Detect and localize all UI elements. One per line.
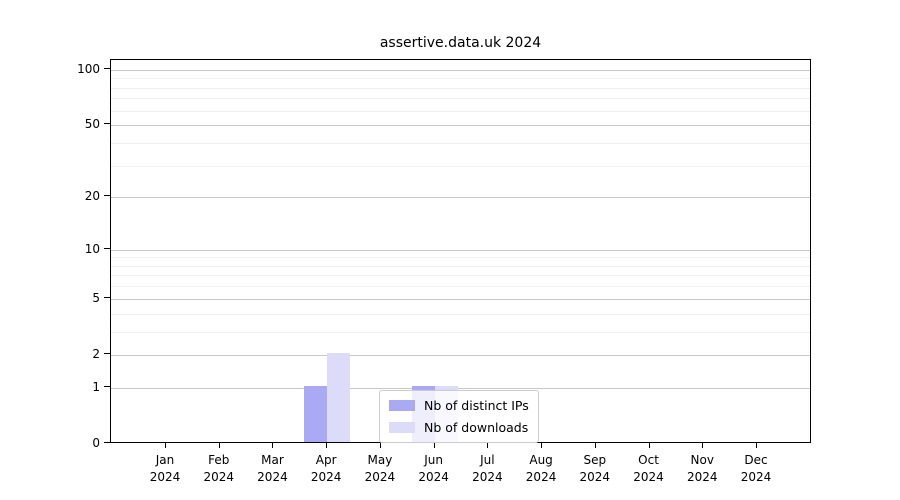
- x-tick-label: Mar 2024: [257, 453, 288, 484]
- gridline-minor: [111, 275, 810, 277]
- x-tick-label: Oct 2024: [633, 453, 664, 484]
- legend-label-downloads: Nb of downloads: [424, 420, 529, 435]
- x-tickmark: [541, 443, 543, 448]
- y-tick-label: 50: [84, 117, 100, 132]
- y-tickmark: [104, 67, 110, 69]
- gridline-minor: [111, 142, 810, 144]
- x-tickmark: [702, 443, 704, 448]
- x-tick-label: Sep 2024: [579, 453, 611, 484]
- y-tick-label: 1: [92, 379, 100, 394]
- x-tickmark: [594, 443, 596, 448]
- y-tickmark: [104, 442, 110, 443]
- gridline-minor: [111, 110, 810, 112]
- x-tick-label: Jan 2024: [149, 453, 181, 484]
- gridline-major: [111, 354, 810, 356]
- y-tickmark: [104, 247, 110, 249]
- bar-downloads: [327, 352, 351, 442]
- gridline-minor: [111, 313, 810, 315]
- x-tickmark: [272, 443, 274, 448]
- legend: Nb of distinct IPs Nb of downloads: [379, 390, 539, 443]
- x-tickmark: [326, 443, 328, 448]
- x-tickmark: [218, 443, 220, 448]
- x-tickmark: [379, 443, 381, 448]
- x-tickmark: [756, 443, 757, 448]
- x-tickmark: [165, 443, 166, 448]
- gridline-major: [111, 298, 810, 300]
- gridline-minor: [111, 78, 810, 80]
- gridline-major: [111, 387, 810, 389]
- y-tick-label: 10: [84, 241, 100, 256]
- plot-area: Nb of distinct IPs Nb of downloads: [110, 59, 811, 443]
- x-tick-label: Aug 2024: [525, 453, 557, 484]
- gridline-minor: [111, 265, 810, 267]
- bar-distinct-ips: [304, 385, 328, 442]
- gridline-minor: [111, 98, 810, 100]
- y-tickmark: [104, 195, 110, 197]
- legend-item-distinct-ips: Nb of distinct IPs: [389, 398, 529, 413]
- x-tick-label: Jul 2024: [472, 453, 503, 484]
- chart-title: assertive.data.uk 2024: [379, 35, 542, 51]
- x-tick-label: Nov 2024: [686, 453, 718, 484]
- y-tickmark: [104, 123, 110, 125]
- gridline-minor: [111, 286, 810, 288]
- y-tickmark: [104, 352, 110, 354]
- x-tick-label: Dec 2024: [740, 453, 772, 484]
- y-tickmark: [104, 296, 110, 298]
- y-tick-label: 100: [77, 61, 100, 76]
- gridline-major: [111, 249, 810, 251]
- y-tick-label: 20: [84, 189, 100, 204]
- legend-label-distinct-ips: Nb of distinct IPs: [424, 398, 529, 413]
- legend-swatch-downloads: [389, 422, 415, 433]
- x-tick-label: Feb 2024: [203, 453, 234, 484]
- x-tick-label: Jun 2024: [418, 453, 449, 484]
- legend-item-downloads: Nb of downloads: [389, 420, 529, 435]
- gridline-major: [111, 125, 810, 127]
- x-tick-label: Apr 2024: [310, 453, 342, 484]
- x-tick-label: May 2024: [364, 453, 396, 484]
- legend-swatch-distinct-ips: [389, 400, 415, 411]
- gridline-major: [111, 197, 810, 199]
- y-tick-label: 0: [92, 436, 100, 450]
- x-tickmark: [648, 443, 650, 448]
- y-tick-label: 2: [92, 346, 100, 361]
- x-tickmark: [433, 443, 435, 448]
- y-tick-label: 5: [92, 290, 100, 305]
- gridline-minor: [111, 331, 810, 333]
- gridline-minor: [111, 87, 810, 89]
- gridline-minor: [111, 257, 810, 259]
- y-tickmark: [104, 385, 110, 387]
- gridline-minor: [111, 165, 810, 167]
- x-tickmark: [487, 443, 489, 448]
- gridline-major: [111, 69, 810, 71]
